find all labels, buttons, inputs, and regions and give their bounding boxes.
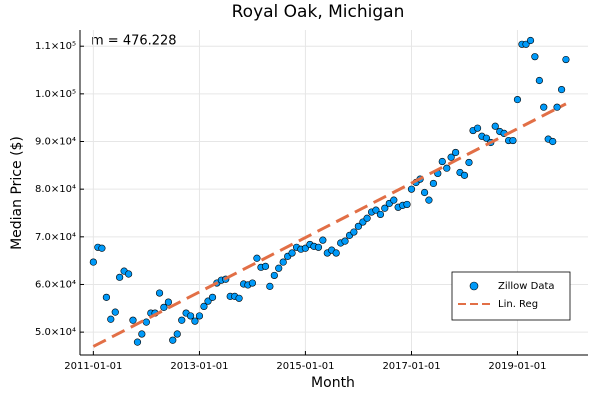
data-point (447, 153, 455, 161)
data-point (513, 95, 522, 104)
y-tick-label: 5.0×10⁴ (35, 327, 76, 338)
data-point (553, 103, 561, 111)
data-point (509, 136, 517, 145)
data-point (173, 330, 181, 338)
data-point (465, 158, 473, 167)
data-point (288, 249, 296, 257)
x-tick-label: 2013-01-01 (170, 361, 228, 372)
data-point (562, 55, 570, 64)
y-tick-label: 1.0×10⁵ (35, 89, 76, 100)
data-point (208, 293, 217, 301)
data-point (169, 336, 177, 344)
data-point (279, 258, 287, 266)
data-point (235, 294, 243, 302)
data-point (261, 262, 270, 270)
data-point (248, 279, 257, 287)
data-point (381, 204, 389, 212)
data-point (253, 254, 261, 262)
data-point (460, 171, 469, 179)
data-point (107, 315, 115, 323)
legend-label: Lin. Reg (498, 299, 538, 310)
data-point (129, 316, 137, 324)
data-point (482, 134, 491, 142)
data-point (425, 196, 433, 204)
data-point (133, 338, 142, 346)
data-point (102, 293, 111, 301)
data-point (116, 273, 124, 281)
legend-box (451, 271, 571, 321)
data-point (314, 243, 323, 251)
y-tick-label: 8.0×10⁴ (35, 184, 76, 195)
data-point (178, 316, 186, 324)
y-tick-label: 6.0×10⁴ (35, 279, 76, 290)
data-point (155, 289, 164, 297)
data-point (186, 312, 195, 320)
data-point (354, 222, 362, 230)
data-point (142, 318, 150, 326)
data-point (407, 185, 416, 193)
data-point (420, 188, 429, 197)
x-tick-label: 2019-01-01 (488, 361, 546, 372)
data-point (372, 206, 380, 214)
data-point (138, 330, 146, 338)
data-point (473, 124, 482, 132)
data-point (319, 236, 327, 244)
data-point (164, 298, 172, 306)
data-point (390, 196, 398, 204)
x-tick-label: 2011-01-01 (64, 361, 122, 372)
data-point (363, 214, 371, 222)
data-point (195, 312, 204, 320)
data-point (540, 103, 548, 111)
data-point (275, 264, 283, 272)
data-point (125, 270, 133, 278)
chart-title: Royal Oak, Michigan (232, 2, 405, 22)
data-point (557, 85, 566, 94)
data-point (429, 179, 438, 188)
data-point (549, 137, 557, 146)
data-point (191, 317, 199, 325)
data-point (531, 53, 539, 61)
data-point (98, 244, 106, 252)
data-point (443, 164, 451, 172)
x-tick-label: 2017-01-01 (382, 361, 440, 372)
data-point (111, 308, 119, 316)
x-axis-label: Month (311, 375, 355, 391)
data-point (160, 303, 168, 311)
data-point (350, 228, 358, 236)
data-point (89, 258, 97, 266)
data-point (200, 302, 208, 310)
legend-marker (469, 281, 479, 291)
data-point (341, 237, 349, 245)
regression-line (92, 102, 567, 348)
y-tick-label: 7.0×10⁴ (35, 232, 76, 243)
data-point (376, 210, 385, 219)
data-point (491, 122, 499, 130)
data-point (403, 200, 411, 209)
data-point (332, 249, 340, 257)
data-point (452, 148, 460, 157)
legend-label: Zillow Data (498, 281, 555, 292)
y-tick-label: 9.0×10⁴ (35, 137, 76, 148)
data-point (438, 157, 446, 166)
annotation: m = 476.228 (91, 34, 177, 49)
data-point (535, 76, 543, 85)
x-tick-label: 2015-01-01 (276, 361, 334, 372)
data-point (526, 36, 535, 45)
data-point (266, 282, 274, 290)
y-axis-label: Median Price ($) (9, 136, 25, 250)
data-point (270, 271, 278, 280)
y-tick-label: 1.1×10⁵ (35, 41, 76, 52)
